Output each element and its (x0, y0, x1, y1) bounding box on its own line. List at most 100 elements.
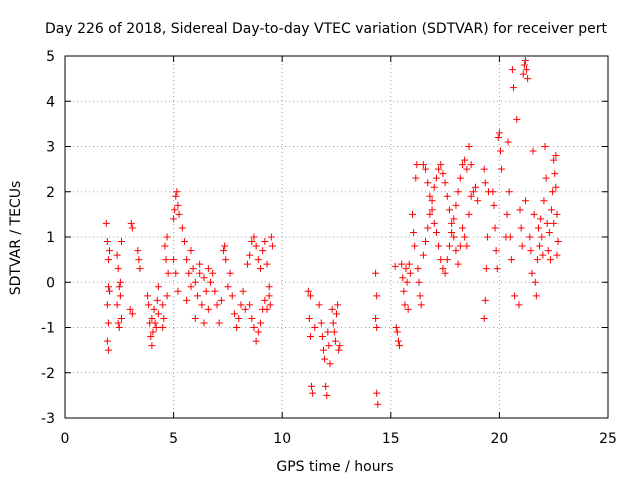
data-point (128, 310, 136, 318)
data-point (458, 224, 466, 232)
data-point (528, 269, 536, 277)
data-point (516, 206, 524, 214)
data-point (521, 57, 529, 65)
data-point (495, 129, 503, 137)
data-point (491, 224, 499, 232)
data-point (103, 337, 111, 345)
data-point (533, 256, 541, 264)
data-point (526, 233, 534, 241)
data-point (508, 66, 516, 74)
data-point (304, 287, 312, 295)
data-point (461, 233, 469, 241)
data-point (393, 328, 401, 336)
data-point (551, 170, 559, 178)
data-point (481, 296, 489, 304)
data-point (263, 260, 271, 268)
data-point (200, 274, 208, 282)
data-point (248, 238, 256, 246)
data-point (243, 260, 251, 268)
data-point (173, 188, 181, 196)
data-point (403, 278, 411, 286)
data-point (323, 391, 331, 399)
data-point (507, 256, 515, 264)
data-point (493, 265, 501, 273)
data-point (515, 301, 523, 309)
data-point (400, 287, 408, 295)
data-point (185, 269, 193, 277)
data-point (527, 247, 535, 255)
data-point (404, 305, 412, 313)
data-point (170, 215, 178, 223)
data-point (126, 305, 134, 313)
data-point (196, 269, 204, 277)
data-point (417, 301, 425, 309)
data-point (549, 188, 557, 196)
data-point (554, 238, 562, 246)
y-tick-label: 0 (46, 275, 55, 291)
data-point (267, 233, 275, 241)
data-point (517, 224, 525, 232)
data-point (161, 242, 169, 250)
data-point (204, 265, 212, 273)
data-point (335, 346, 343, 354)
data-point (178, 224, 186, 232)
data-point (373, 324, 381, 331)
data-point (154, 283, 162, 291)
data-point (334, 301, 342, 309)
data-point (399, 274, 407, 282)
data-point (426, 192, 434, 200)
data-point (458, 161, 466, 169)
data-point (202, 287, 210, 295)
data-point (254, 256, 262, 264)
data-point (412, 174, 420, 182)
data-point (252, 242, 260, 250)
data-point (220, 247, 228, 255)
data-point (428, 197, 436, 205)
data-point (191, 314, 199, 322)
data-point (426, 210, 434, 218)
data-point (115, 324, 123, 331)
data-point (254, 328, 262, 336)
data-point (435, 165, 443, 173)
data-point (552, 183, 560, 191)
data-point (174, 287, 182, 295)
data-point (513, 115, 521, 123)
data-point (256, 265, 264, 273)
data-point (187, 247, 195, 255)
data-point (413, 161, 421, 169)
data-point (113, 251, 121, 259)
data-point (117, 314, 125, 322)
data-point (328, 305, 336, 313)
data-point (552, 152, 560, 160)
data-point (450, 233, 458, 241)
data-point (463, 242, 471, 250)
data-point (306, 292, 314, 300)
data-point (545, 228, 553, 236)
data-point (183, 256, 191, 264)
data-point (196, 260, 204, 268)
data-point (503, 210, 511, 218)
data-point (422, 165, 430, 173)
data-point (529, 147, 537, 155)
data-point (409, 210, 417, 218)
x-tick-label: 0 (61, 431, 70, 447)
data-point (150, 305, 158, 313)
data-point (448, 219, 456, 227)
data-point (151, 319, 159, 327)
data-point (106, 287, 114, 295)
data-point (174, 201, 182, 209)
data-point (430, 219, 438, 227)
data-point (494, 133, 502, 141)
data-point (239, 287, 247, 295)
data-point (127, 219, 135, 227)
data-point (261, 296, 269, 304)
data-point (154, 310, 162, 318)
data-point (531, 278, 539, 286)
data-point (428, 206, 436, 214)
data-point (336, 342, 344, 350)
data-point (164, 269, 172, 277)
data-point (414, 265, 422, 273)
x-tick-label: 10 (273, 431, 291, 447)
data-point (241, 305, 249, 313)
